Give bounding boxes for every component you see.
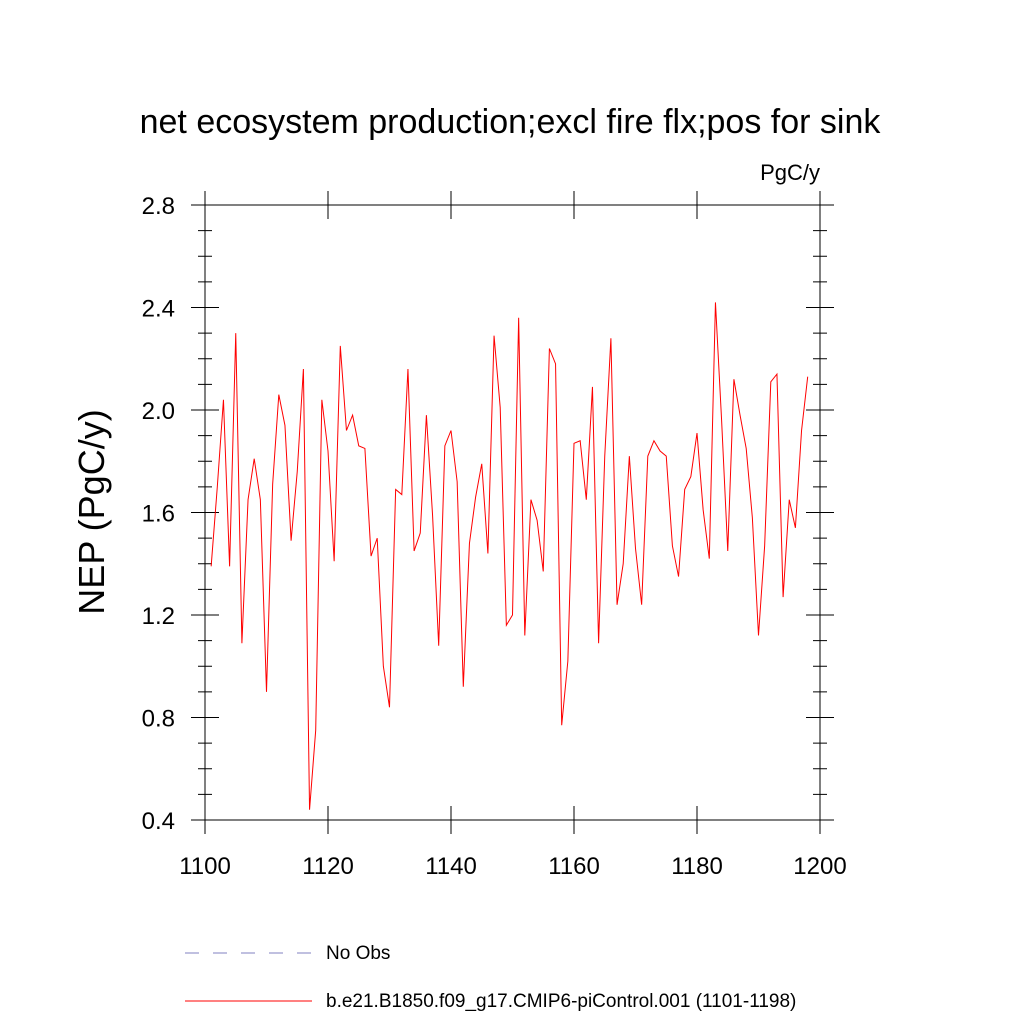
y-tick-label: 1.6 — [142, 501, 175, 528]
x-tick-label: 1180 — [671, 853, 723, 880]
legend: No Obs b.e21.B1850.f09_g17.CMIP6-piContr… — [185, 943, 796, 1012]
x-tick-labels: 1100 1120 1140 1160 1180 1200 — [179, 853, 847, 880]
y-tick-label: 2.8 — [142, 193, 175, 220]
y-tick-label: 0.4 — [142, 808, 175, 835]
x-tick-label: 1100 — [179, 853, 231, 880]
y-tick-label: 2.4 — [142, 296, 175, 323]
x-tick-label: 1120 — [302, 853, 354, 880]
y-tick-label: 2.0 — [142, 398, 175, 425]
legend-label-no-obs: No Obs — [326, 943, 390, 964]
plot-frame — [204, 204, 821, 821]
x-tick-label: 1140 — [425, 853, 477, 880]
y-tick-label: 1.2 — [142, 603, 175, 630]
chart-title: net ecosystem production;excl fire flx;p… — [140, 103, 882, 141]
x-tick-label: 1160 — [548, 853, 600, 880]
y-axis-label: NEP (PgC/y) — [71, 409, 112, 614]
minor-ticks — [198, 230, 827, 795]
y-tick-labels: 0.4 0.8 1.2 1.6 2.0 2.4 2.8 — [142, 193, 175, 835]
series-line-picontrol — [210, 302, 809, 810]
x-tick-label: 1200 — [793, 853, 846, 880]
major-ticks — [191, 191, 834, 834]
y-tick-label: 0.8 — [142, 706, 175, 733]
legend-label-picontrol: b.e21.B1850.f09_g17.CMIP6-piControl.001 … — [326, 991, 796, 1012]
units-label: PgC/y — [760, 160, 820, 185]
